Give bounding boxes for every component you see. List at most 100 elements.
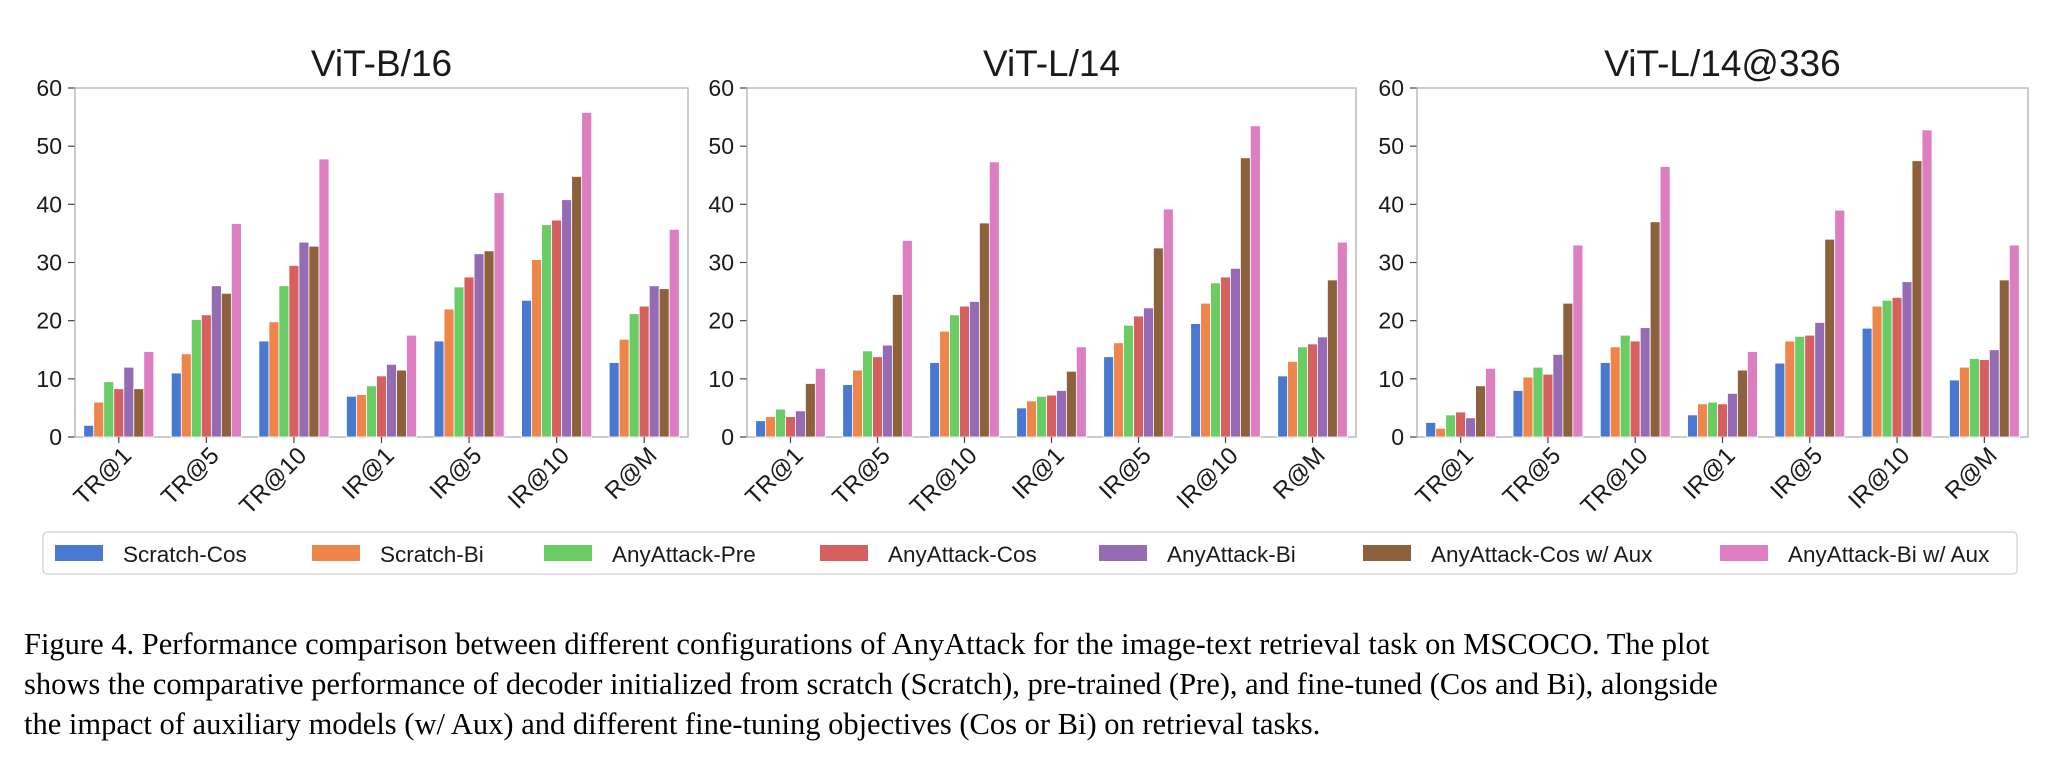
legend-label: AnyAttack-Cos	[888, 542, 1037, 567]
panel-2-bar-scratch-cos	[755, 420, 767, 438]
panel-1-xtick-label: R@M	[600, 442, 663, 505]
panel-2-bar-scratch-bi	[765, 416, 776, 438]
caption-line-3: the impact of auxiliary models (w/ Aux) …	[24, 707, 1321, 741]
legend-label: AnyAttack-Cos w/ Aux	[1431, 542, 1653, 567]
panel-3-bar-scratch-cos	[1425, 422, 1437, 438]
panel-3-ytick-label: 20	[1378, 308, 1404, 334]
panel-1-bar-anyattack-cos	[638, 305, 650, 438]
panel-3-bar-anyattack-cos	[1542, 373, 1554, 438]
panel-2-bar-anyattack-bi	[1143, 307, 1154, 438]
panel-2-bar-scratch-cos	[929, 362, 941, 438]
panel-3-bar-anyattack-bi-w-aux	[1921, 129, 1933, 438]
panel-2-bar-scratch-bi	[1200, 302, 1211, 438]
panel-2-ytick-label: 10	[708, 366, 734, 392]
panel-3-bar-anyattack-cos	[1629, 340, 1641, 438]
panel-3-bar-anyattack-bi-w-aux	[1485, 367, 1496, 438]
panel-1-bar-scratch-bi	[93, 401, 105, 438]
panel-2-ytick-label: 0	[721, 424, 734, 450]
panel-3-bar-anyattack-bi-w-aux	[1659, 166, 1671, 438]
panel-1-bar-scratch-bi	[356, 394, 367, 438]
panel-1-bar-anyattack-cos-w-aux	[483, 250, 495, 438]
panel-3-bar-anyattack-bi-w-aux	[1572, 244, 1584, 438]
panel-1-xtick-label: TR@5	[156, 442, 224, 510]
panel-2-bar-anyattack-bi-w-aux	[1162, 208, 1174, 438]
panel-1-bar-scratch-bi	[443, 308, 455, 438]
panel-3-bar-scratch-cos	[1861, 327, 1873, 438]
panel-1-bar-anyattack-pre	[628, 313, 640, 438]
panel-1-bar-anyattack-bi-w-aux	[406, 334, 417, 438]
caption-line-1: Figure 4. Performance comparison between…	[24, 627, 1710, 661]
panel-2-bar-anyattack-cos	[959, 305, 970, 438]
legend-swatch	[820, 545, 868, 561]
panel-2-ytick-label: 50	[708, 133, 734, 159]
panel-3-bar-anyattack-bi	[1465, 417, 1477, 438]
panel-1-bar-anyattack-cos	[376, 375, 387, 438]
panel-2-bar-anyattack-pre	[1210, 282, 1221, 438]
panel-2-bar-anyattack-bi	[795, 410, 806, 438]
panel-2-bar-anyattack-bi-w-aux	[1336, 241, 1348, 438]
panel-2-bar-anyattack-bi-w-aux	[1075, 346, 1087, 438]
panel-1-xtick-label: IR@10	[503, 442, 575, 514]
legend-swatch	[1720, 545, 1768, 561]
panel-1-xtick-label: IR@1	[337, 442, 400, 505]
panel-2-bar-anyattack-cos-w-aux	[1153, 247, 1164, 438]
panel-1-ytick-label: 30	[36, 250, 62, 276]
panel-3-bar-anyattack-pre	[1532, 366, 1544, 438]
panel-1-xtick-label: TR@10	[234, 442, 312, 520]
panel-1-ytick-label: 50	[36, 133, 62, 159]
panel-1-bar-anyattack-pre	[541, 224, 553, 438]
panel-2-bar-anyattack-cos	[1220, 276, 1231, 438]
panel-1-ytick-label: 10	[36, 366, 62, 392]
panel-2-xtick-label: TR@5	[827, 442, 895, 510]
panel-2-bar-anyattack-cos	[1133, 315, 1144, 438]
panel-3-title: ViT-L/14@336	[1604, 43, 1840, 84]
panel-3-bar-scratch-cos	[1774, 362, 1786, 438]
panel-1-bar-anyattack-cos	[463, 276, 475, 438]
panel-3-bar-scratch-cos	[1512, 390, 1524, 438]
panel-1-title: ViT-B/16	[311, 43, 452, 84]
panel-1-bar-anyattack-pre	[278, 285, 290, 438]
panel-3-bar-anyattack-bi	[1727, 392, 1738, 438]
figure-caption: Figure 4. Performance comparison between…	[24, 624, 2034, 744]
panel-1-bar-anyattack-bi	[210, 285, 222, 438]
panel-2-bar-anyattack-cos-w-aux	[805, 383, 816, 438]
panel-1-bar-scratch-bi	[618, 338, 630, 438]
panel-2-xtick-label: TR@10	[905, 442, 983, 520]
panel-2-bar-anyattack-cos-w-aux	[1066, 370, 1077, 438]
panel-1-bar-anyattack-bi-w-aux	[230, 223, 242, 438]
panel-2-bar-scratch-cos	[1277, 375, 1289, 438]
panel-2-bar-anyattack-pre	[1036, 395, 1047, 438]
panel-3-bar-scratch-bi	[1959, 366, 1970, 438]
panel-3-xtick-label: TR@5	[1498, 442, 1566, 510]
panel-3-xtick-label: TR@1	[1411, 442, 1479, 510]
panel-3-ytick-label: 60	[1378, 75, 1404, 101]
panel-3-ytick-label: 30	[1378, 250, 1404, 276]
panel-2-bar-anyattack-bi-w-aux	[901, 239, 913, 438]
panel-3-bar-scratch-bi	[1871, 305, 1883, 438]
panel-3-bar-anyattack-pre	[1881, 299, 1893, 438]
panel-1-bar-anyattack-bi	[561, 199, 573, 438]
panel-1-bar-scratch-cos	[258, 340, 270, 438]
legend-swatch	[544, 545, 592, 561]
panel-3-bar-anyattack-cos	[1717, 403, 1728, 438]
panel-1-bar-anyattack-pre	[366, 385, 377, 438]
panel-2-bar-anyattack-bi	[969, 301, 980, 438]
panel-3-bar-anyattack-cos-w-aux	[1911, 160, 1923, 438]
caption-line-2: shows the comparative performance of dec…	[24, 667, 1718, 701]
panel-3-bar-anyattack-pre	[1707, 401, 1718, 438]
panel-1-bar-anyattack-bi	[386, 363, 397, 438]
panel-3-bar-anyattack-bi	[1901, 281, 1913, 438]
panel-1-bar-scratch-cos	[433, 340, 445, 438]
panel-1-ytick-label: 20	[36, 308, 62, 334]
panel-3-bar-anyattack-cos	[1804, 334, 1816, 438]
panel-2-xtick-label: R@M	[1268, 442, 1331, 505]
panel-2-title: ViT-L/14	[983, 43, 1120, 84]
panel-3-ytick-label: 40	[1378, 191, 1404, 217]
panel-3-bar-scratch-bi	[1697, 403, 1708, 438]
panel-1-bar-scratch-cos	[608, 362, 620, 438]
panel-1-bar-anyattack-cos	[288, 265, 300, 438]
panel-2-bar-scratch-bi	[1113, 342, 1124, 438]
panel-3-bar-anyattack-bi-w-aux	[2008, 244, 2020, 438]
panel-2-bar-anyattack-cos-w-aux	[979, 222, 990, 438]
panel-1-bar-scratch-cos	[170, 372, 182, 438]
